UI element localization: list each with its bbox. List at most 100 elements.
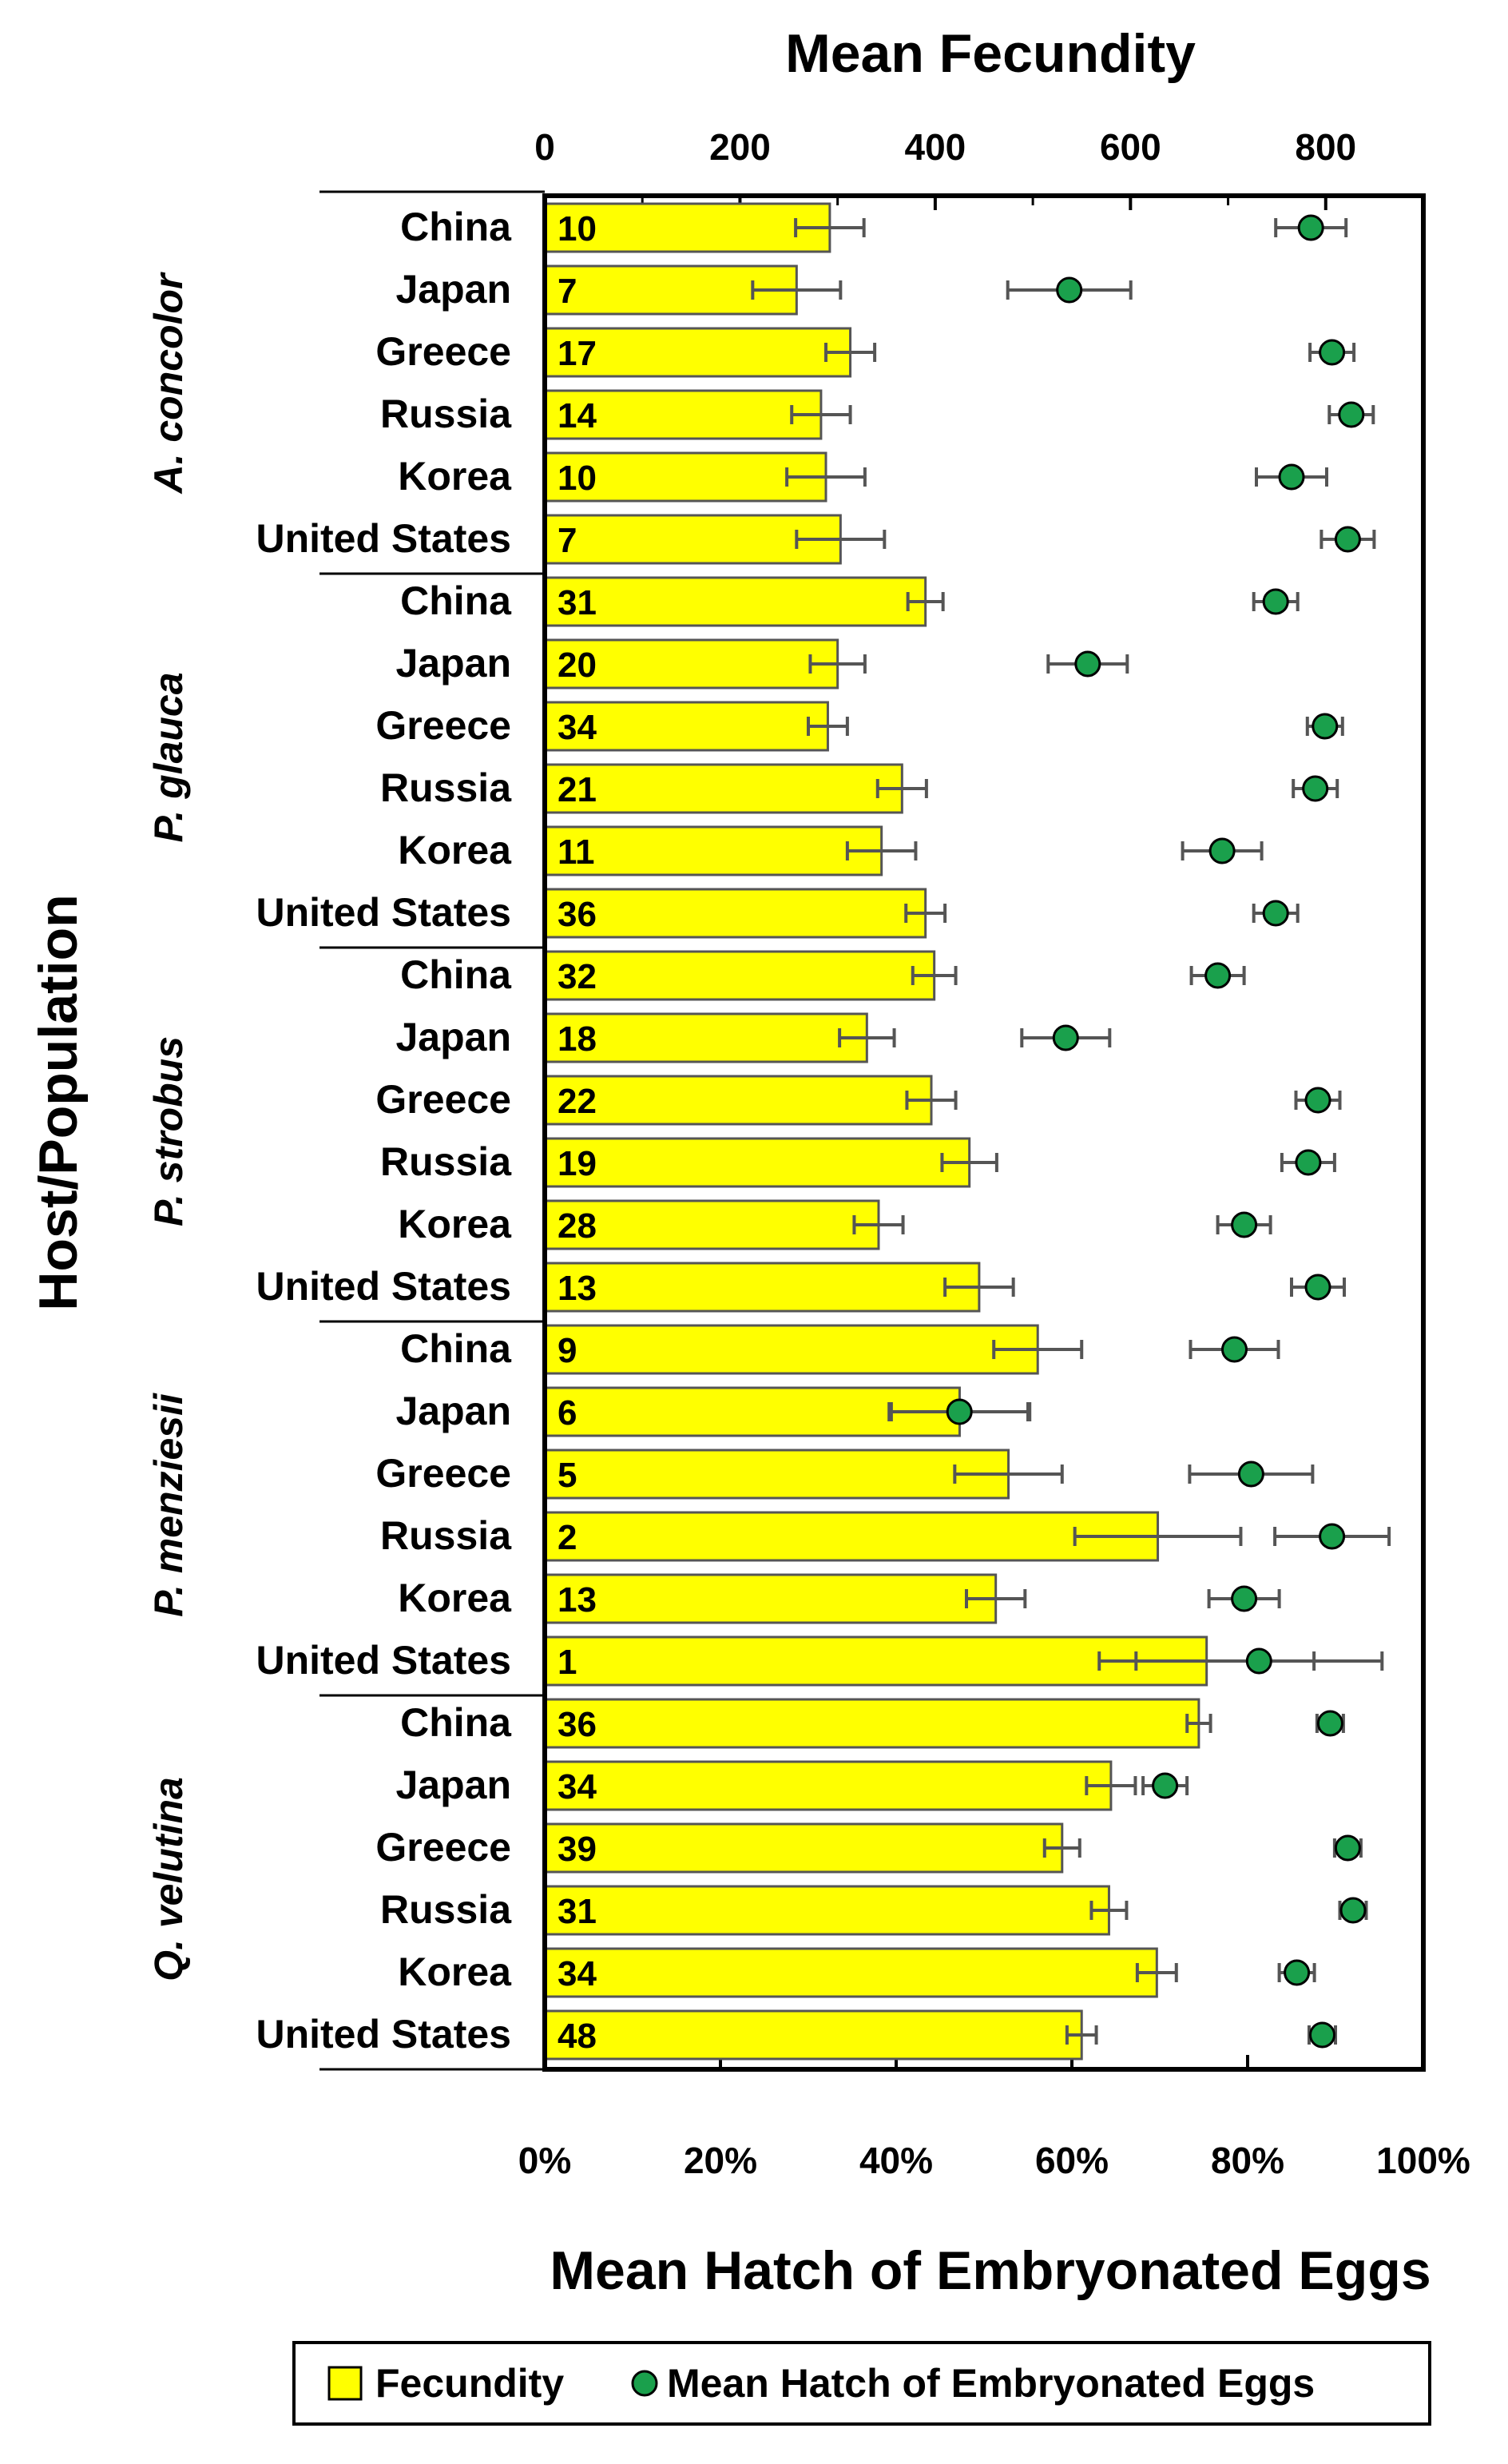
population-label: Japan <box>395 1015 511 1059</box>
hatch-point <box>1316 1710 1343 1737</box>
sample-size-label: 28 <box>558 1206 597 1246</box>
sample-size-label: 19 <box>558 1144 597 1183</box>
sample-size-label: 18 <box>558 1019 597 1059</box>
hatch-point <box>1304 1087 1331 1114</box>
top-tick-label: 800 <box>1295 126 1356 168</box>
host-group-label: P. menziesii <box>146 1393 191 1617</box>
sample-size-label: 10 <box>558 459 597 498</box>
sample-size-label: 31 <box>558 1892 597 1931</box>
population-label: China <box>400 1700 512 1745</box>
fecundity-bar <box>543 1199 880 1250</box>
fecundity-bar <box>543 950 936 1001</box>
top-axis-title: Mean Fecundity <box>785 23 1196 84</box>
top-axis-ticks: 0 200 400 600 800 <box>534 126 1356 210</box>
sample-size-label: 10 <box>558 209 597 248</box>
sample-size-label: 34 <box>558 1954 597 1993</box>
bottom-tick-label: 100% <box>1376 2140 1470 2181</box>
fecundity-bar <box>543 1449 1010 1500</box>
host-group-label: P. glauca <box>146 672 191 842</box>
population-label: Greece <box>375 329 511 374</box>
population-label: Japan <box>395 641 511 686</box>
fecundity-bar <box>543 1262 981 1313</box>
hatch-point <box>1074 650 1101 678</box>
host-group-label: P. strobus <box>146 1036 191 1226</box>
hatch-point <box>1338 401 1365 428</box>
fecundity-bar <box>543 1635 1208 1687</box>
population-label: Korea <box>398 1202 512 1246</box>
hatch-point <box>1334 526 1361 553</box>
population-label: Russia <box>380 765 512 810</box>
population-label: Japan <box>395 267 511 312</box>
hatch-point <box>1245 1647 1272 1675</box>
sample-size-label: 36 <box>558 895 597 934</box>
hatch-point <box>1304 1274 1331 1301</box>
bottom-tick-label: 80% <box>1211 2140 1284 2181</box>
bottom-tick-label: 40% <box>859 2140 933 2181</box>
sample-size-label: 11 <box>558 833 595 872</box>
population-label: China <box>400 578 512 623</box>
hatch-point <box>1237 1461 1264 1488</box>
sample-size-label: 36 <box>558 1705 597 1744</box>
hatch-point <box>946 1398 973 1425</box>
population-label: Greece <box>375 703 511 748</box>
hatch-point <box>1295 1149 1322 1176</box>
population-label: Korea <box>398 454 512 499</box>
population-label: United States <box>256 516 511 561</box>
population-label: United States <box>256 1264 511 1309</box>
population-label: Japan <box>395 1763 511 1807</box>
hatch-point <box>1297 214 1324 241</box>
top-tick-label: 0 <box>534 126 555 168</box>
legend-marker-hatch <box>631 2370 658 2397</box>
fecundity-bar <box>543 1947 1158 1998</box>
hatch-point <box>1262 900 1289 927</box>
hatch-point <box>1334 1834 1361 1862</box>
population-label: United States <box>256 890 511 935</box>
bottom-axis-title: Mean Hatch of Embryonated Eggs <box>550 2240 1431 2301</box>
fecundity-bar <box>543 327 852 378</box>
hatch-point <box>1204 962 1232 989</box>
sample-size-label: 34 <box>558 1767 597 1806</box>
top-tick-label: 400 <box>905 126 966 168</box>
host-group-label: Q. velutina <box>146 1777 191 1981</box>
fecundity-bar <box>543 763 903 814</box>
fecundity-bar <box>543 1012 868 1063</box>
population-label: China <box>400 205 512 249</box>
fecundity-bar <box>543 1885 1110 1936</box>
population-label: Korea <box>398 828 512 872</box>
sample-size-label: 13 <box>558 1269 597 1308</box>
fecundity-bar <box>543 202 831 253</box>
hatch-point <box>1208 837 1236 864</box>
fecundity-bar <box>543 1760 1113 1811</box>
legend-label-fecundity: Fecundity <box>375 2361 564 2406</box>
sample-size-label: 7 <box>558 272 577 311</box>
population-label: Korea <box>398 1949 512 1994</box>
hatch-point <box>1309 2021 1335 2049</box>
population-label: Japan <box>395 1389 511 1433</box>
fecundity-bar <box>543 1511 1160 1562</box>
hatch-point <box>1319 339 1346 366</box>
fecundity-bar <box>543 451 827 503</box>
fecundity-bar <box>543 1698 1200 1749</box>
fecundity-bar <box>543 1137 971 1188</box>
top-tick-label: 600 <box>1100 126 1161 168</box>
sample-size-label: 14 <box>558 396 597 435</box>
population-label: Russia <box>380 1887 512 1932</box>
population-label: China <box>400 1326 512 1371</box>
sample-size-label: 17 <box>558 334 597 373</box>
hatch-point <box>1319 1523 1346 1550</box>
bottom-axis-ticks: 0% 20% 40% 60% 80% 100% <box>518 2055 1470 2181</box>
sample-size-label: 31 <box>558 583 597 622</box>
fecundity-bar <box>543 825 883 876</box>
sample-size-label: 5 <box>558 1456 577 1495</box>
hatch-points <box>946 214 1367 2049</box>
hatch-point <box>1262 588 1289 615</box>
hatch-point <box>1312 713 1339 740</box>
sample-size-label: 7 <box>558 521 577 560</box>
sample-size-label: 9 <box>558 1331 577 1370</box>
population-label: Russia <box>380 1513 512 1558</box>
sample-size-label: 2 <box>558 1518 577 1557</box>
hatch-point <box>1056 276 1083 304</box>
fecundity-bars: 1071714107312034211136321822192813965213… <box>543 202 1208 2061</box>
category-labels: China Japan Greece Russia Korea United States… <box>256 205 512 2057</box>
